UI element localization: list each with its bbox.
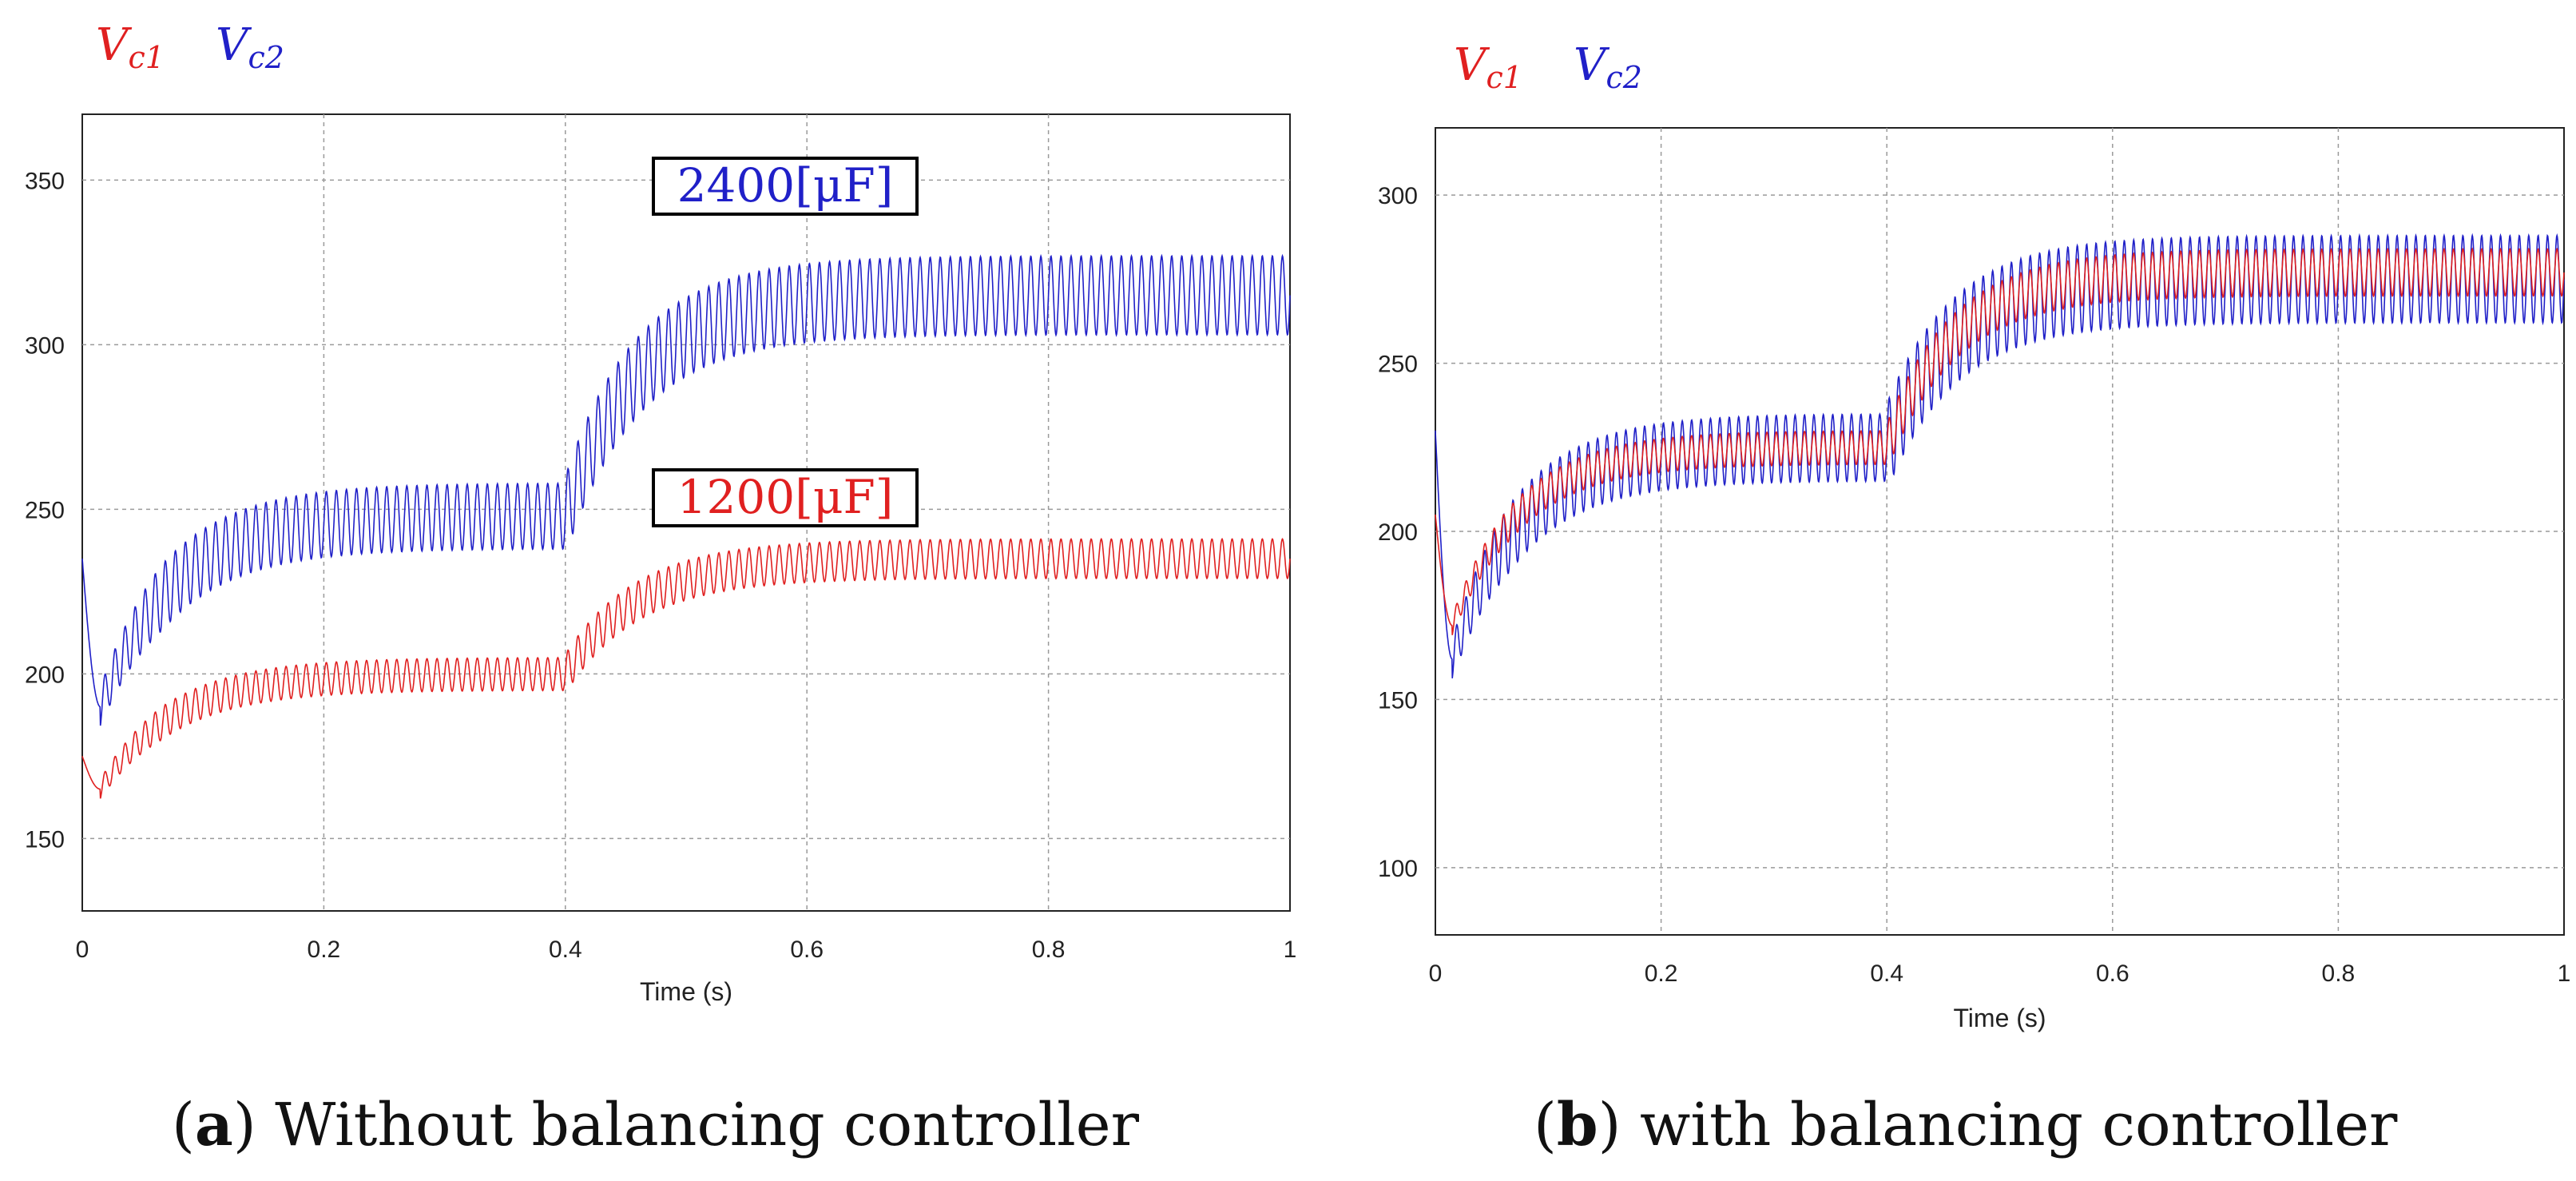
annotation-label: 2400[μF] — [677, 158, 894, 213]
y-tick-label: 150 — [25, 826, 65, 853]
y-tick-label: 300 — [1378, 183, 1418, 209]
legend: Vc1 Vc2 — [96, 19, 284, 75]
series-line-vc1 — [1435, 247, 2565, 635]
annotation-label: 1200[μF] — [677, 470, 894, 524]
x-tick-label: 0.8 — [2322, 960, 2356, 987]
y-tick-label: 250 — [1378, 352, 1418, 378]
legend: Vc1 Vc2 — [1454, 39, 1642, 95]
caption-a-label: a — [194, 1091, 233, 1159]
x-tick-label: 0.4 — [549, 936, 582, 963]
annotation-box — [652, 157, 919, 216]
x-tick-label: 1 — [1284, 936, 1297, 963]
caption-b-text: with balancing controller — [1640, 1091, 2398, 1159]
x-tick-label: 0.6 — [790, 936, 824, 963]
chart-a-svg: 0 0.2 0.4 0.6 0.8 1 150 200 250 300 350 Time (s) Vc1… — [25, 19, 1297, 1006]
x-axis-title: Time (s) — [640, 977, 732, 1006]
chart-panel-a: 0 0.2 0.4 0.6 0.8 1 150 200 250 300 350 Time (s) Vc1… — [25, 19, 1297, 1159]
caption-b-label: b — [1556, 1091, 1598, 1159]
series-line-vc2 — [81, 253, 1291, 726]
legend-item-vc1: Vc1 — [96, 19, 165, 75]
series-line-vc1 — [81, 538, 1291, 799]
y-tick-label: 150 — [1378, 687, 1418, 714]
caption-a-text: Without balancing controller — [275, 1091, 1139, 1159]
x-tick-label: 0.2 — [308, 936, 341, 963]
legend-item-vc1: Vc1 — [1454, 39, 1522, 95]
x-tick-label: 0.2 — [1645, 960, 1678, 987]
y-tick-label: 200 — [1378, 519, 1418, 546]
caption-a: (a) Without balancing controller — [172, 1091, 1139, 1159]
legend-item-vc2: Vc2 — [216, 19, 284, 75]
caption-b: (b) with balancing controller — [1534, 1091, 2398, 1159]
chart-b-svg: 0 0.2 0.4 0.6 0.8 1 100 150 200 250 300 Time (s) Vc1… — [1378, 39, 2571, 1032]
y-tick-label: 250 — [25, 497, 65, 523]
y-tick-label: 200 — [25, 662, 65, 688]
y-tick-label: 300 — [25, 332, 65, 359]
x-tick-label: 0.8 — [1032, 936, 1066, 963]
x-axis-title: Time (s) — [1953, 1004, 2046, 1032]
annotation-box — [652, 468, 919, 527]
x-tick-label: 1 — [2558, 960, 2571, 987]
y-tick-label: 100 — [1378, 856, 1418, 882]
x-tick-label: 0.6 — [2096, 960, 2129, 987]
chart-panel-b: 0 0.2 0.4 0.6 0.8 1 100 150 200 250 300 Time (s) Vc1… — [1310, 0, 2576, 1181]
y-tick-label: 350 — [25, 168, 65, 194]
x-tick-label: 0 — [76, 936, 89, 963]
legend-item-vc2: Vc2 — [1574, 39, 1642, 95]
x-tick-label: 0 — [1429, 960, 1443, 987]
x-tick-label: 0.4 — [1870, 960, 1903, 987]
